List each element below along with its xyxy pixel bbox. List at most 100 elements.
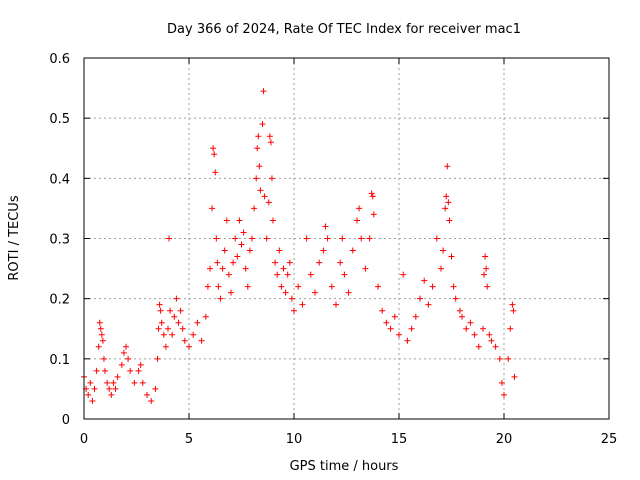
x-tick-label: 20	[496, 432, 513, 447]
data-point	[509, 301, 516, 308]
data-point	[412, 313, 419, 320]
data-point	[284, 271, 291, 278]
data-point	[295, 283, 302, 290]
data-point	[450, 283, 457, 290]
data-point	[177, 307, 184, 314]
data-point	[166, 235, 173, 242]
y-tick-label: 0.4	[49, 172, 70, 187]
data-point	[328, 283, 335, 290]
data-point	[95, 343, 102, 350]
data-point	[209, 205, 216, 212]
data-point	[400, 271, 407, 278]
data-point	[445, 199, 452, 206]
data-point	[267, 139, 274, 146]
data-point	[379, 307, 386, 314]
data-point	[467, 319, 474, 326]
data-point	[488, 337, 495, 344]
data-point	[307, 271, 314, 278]
data-point	[236, 217, 243, 224]
data-point	[288, 295, 295, 302]
data-point	[137, 361, 144, 368]
data-point	[483, 265, 490, 272]
data-point	[240, 229, 247, 236]
data-point	[446, 217, 453, 224]
data-point	[257, 187, 264, 194]
data-point	[210, 145, 217, 152]
data-point	[443, 193, 450, 200]
data-point	[484, 283, 491, 290]
data-point	[167, 307, 174, 314]
data-point	[324, 235, 331, 242]
data-point	[131, 379, 138, 386]
data-point	[221, 247, 228, 254]
data-point	[268, 175, 275, 182]
data-point	[475, 343, 482, 350]
data-point	[471, 331, 478, 338]
data-point	[123, 343, 129, 350]
data-point	[404, 337, 411, 344]
data-point	[480, 325, 486, 332]
data-point	[254, 145, 261, 152]
data-point	[276, 247, 283, 254]
y-tick-label: 0.3	[49, 233, 70, 248]
data-point	[194, 319, 201, 326]
data-point	[207, 265, 213, 272]
data-point	[158, 319, 165, 326]
data-point	[370, 211, 377, 218]
data-point	[213, 235, 220, 242]
data-point	[505, 355, 512, 362]
data-point	[408, 325, 415, 332]
data-point	[198, 337, 205, 344]
data-point	[238, 241, 245, 248]
data-point	[225, 271, 232, 278]
data-point	[118, 361, 125, 368]
data-point	[179, 325, 186, 332]
data-point	[444, 163, 451, 170]
data-point	[234, 253, 241, 260]
data-point	[282, 289, 289, 296]
data-point	[320, 247, 327, 254]
data-point	[144, 391, 150, 398]
data-point	[452, 295, 459, 302]
data-point	[261, 193, 268, 200]
data-point	[156, 301, 163, 308]
data-point	[463, 325, 470, 332]
x-tick-label: 15	[391, 432, 408, 447]
data-point	[299, 301, 306, 308]
y-tick-label: 0.6	[49, 52, 70, 67]
data-point	[181, 337, 188, 344]
data-point	[442, 205, 449, 212]
data-point	[162, 343, 169, 350]
data-point	[349, 247, 356, 254]
data-point	[93, 367, 100, 374]
data-point	[270, 217, 276, 224]
data-point	[160, 331, 167, 338]
data-point	[286, 259, 293, 266]
data-point	[278, 283, 285, 290]
data-point	[98, 331, 105, 338]
data-point	[253, 175, 260, 182]
data-point	[110, 379, 117, 386]
data-point	[219, 265, 226, 272]
data-point	[510, 307, 517, 314]
x-tick-labels: 0 5 10 15 20 25	[80, 432, 617, 447]
data-point	[354, 217, 360, 224]
data-point	[259, 121, 266, 128]
data-point	[396, 331, 402, 338]
data-point	[89, 397, 96, 404]
data-point	[157, 307, 164, 314]
data-point	[152, 385, 159, 392]
data-point	[108, 391, 115, 398]
data-point	[425, 301, 432, 308]
data-point	[459, 313, 465, 320]
data-point	[456, 307, 463, 314]
data-point	[135, 367, 142, 374]
data-point	[448, 253, 455, 260]
data-point	[99, 337, 106, 344]
data-point	[507, 325, 514, 332]
x-tick-label: 5	[185, 432, 193, 447]
grid-lines	[84, 58, 609, 419]
data-point	[421, 277, 428, 284]
data-point	[498, 379, 505, 386]
